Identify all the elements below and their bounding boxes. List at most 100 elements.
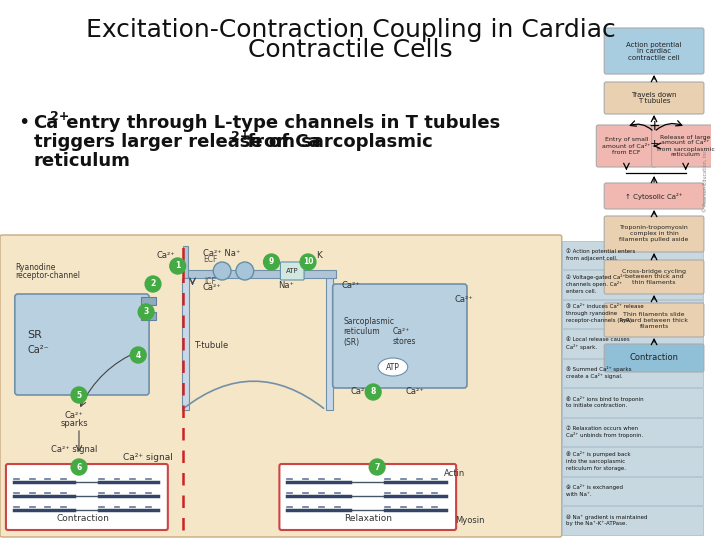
Text: 6: 6 — [76, 462, 81, 471]
Text: Ca: Ca — [34, 114, 59, 132]
Text: Ca²⁺ unbinds from troponin.: Ca²⁺ unbinds from troponin. — [566, 432, 643, 438]
Text: ② Voltage-gated Ca²⁺: ② Voltage-gated Ca²⁺ — [566, 274, 625, 280]
Text: ⑨ Ca²⁺ is exchanged: ⑨ Ca²⁺ is exchanged — [566, 484, 623, 490]
FancyBboxPatch shape — [0, 235, 562, 537]
FancyBboxPatch shape — [562, 417, 703, 446]
Text: Ca²⁺ signal: Ca²⁺ signal — [123, 453, 173, 462]
Text: through ryanodine: through ryanodine — [566, 311, 617, 316]
Text: Ca²⁺: Ca²⁺ — [405, 388, 424, 396]
Text: between thick and: between thick and — [625, 274, 683, 280]
Text: from ECF: from ECF — [612, 150, 641, 154]
Text: SR: SR — [27, 330, 42, 340]
Text: Ca²⁺: Ca²⁺ — [351, 388, 370, 396]
Text: Thin filaments slide: Thin filaments slide — [624, 312, 685, 316]
Text: T tubules: T tubules — [638, 98, 670, 104]
Bar — [188, 270, 336, 278]
Text: in cardiac: in cardiac — [637, 48, 671, 54]
Ellipse shape — [378, 358, 408, 376]
Text: Ca²⁺: Ca²⁺ — [341, 280, 360, 289]
Text: 7: 7 — [374, 462, 380, 471]
FancyBboxPatch shape — [604, 28, 704, 74]
Text: 4: 4 — [135, 350, 141, 360]
Text: from adjacent cell.: from adjacent cell. — [566, 256, 617, 261]
FancyBboxPatch shape — [15, 294, 149, 395]
Text: ICF: ICF — [204, 278, 216, 287]
Text: filaments pulled aside: filaments pulled aside — [619, 238, 689, 242]
Circle shape — [145, 276, 161, 292]
Text: ECF: ECF — [203, 255, 217, 265]
Text: sparks: sparks — [60, 420, 88, 429]
Text: Contraction: Contraction — [56, 514, 109, 523]
Circle shape — [264, 254, 279, 270]
Circle shape — [71, 459, 87, 475]
Text: entry through L-type channels in T tubules: entry through L-type channels in T tubul… — [60, 114, 500, 132]
Bar — [181, 278, 189, 410]
Text: 2+: 2+ — [231, 130, 251, 143]
Text: Contractile Cells: Contractile Cells — [248, 38, 453, 62]
Text: 5: 5 — [76, 390, 81, 400]
Text: •: • — [18, 113, 29, 132]
Text: Travels down: Travels down — [631, 92, 677, 98]
Text: 2+: 2+ — [50, 111, 70, 124]
FancyBboxPatch shape — [562, 506, 703, 535]
Circle shape — [236, 262, 253, 280]
Text: with Na⁺.: with Na⁺. — [566, 492, 591, 497]
Text: enters cell.: enters cell. — [566, 289, 596, 294]
FancyBboxPatch shape — [596, 125, 657, 167]
FancyBboxPatch shape — [562, 447, 703, 476]
Text: ATP: ATP — [286, 268, 299, 274]
Text: Excitation-Contraction Coupling in Cardiac: Excitation-Contraction Coupling in Cardi… — [86, 18, 616, 42]
Text: thin filaments: thin filaments — [632, 280, 676, 286]
FancyBboxPatch shape — [333, 284, 467, 388]
Text: to initiate contraction.: to initiate contraction. — [566, 403, 627, 408]
Text: (SR): (SR) — [343, 338, 360, 347]
Text: create a Ca²⁺ signal.: create a Ca²⁺ signal. — [566, 373, 622, 379]
Text: into the sarcoplasmic: into the sarcoplasmic — [566, 459, 625, 464]
Text: inward between thick: inward between thick — [620, 318, 688, 322]
Text: 10: 10 — [303, 258, 313, 267]
Text: 9: 9 — [269, 258, 274, 267]
Text: 3: 3 — [143, 307, 149, 316]
FancyBboxPatch shape — [279, 464, 456, 530]
FancyBboxPatch shape — [652, 125, 720, 167]
Text: Actin: Actin — [444, 469, 466, 478]
Text: +: + — [649, 139, 659, 149]
FancyBboxPatch shape — [604, 303, 704, 337]
FancyBboxPatch shape — [604, 183, 704, 209]
FancyBboxPatch shape — [562, 476, 703, 505]
Text: Ca²⁺ Na⁺: Ca²⁺ Na⁺ — [204, 249, 240, 259]
Circle shape — [369, 459, 385, 475]
Bar — [325, 278, 333, 410]
FancyBboxPatch shape — [562, 300, 703, 328]
Text: ③ Ca²⁺ induces Ca²⁺ release: ③ Ca²⁺ induces Ca²⁺ release — [566, 304, 644, 309]
Text: from sarcoplasmic: from sarcoplasmic — [241, 133, 433, 151]
Text: Na⁺: Na⁺ — [279, 280, 294, 289]
Text: reticulum for storage.: reticulum for storage. — [566, 465, 626, 471]
Text: complex in thin: complex in thin — [630, 232, 678, 237]
Text: Relaxation: Relaxation — [344, 514, 392, 523]
FancyBboxPatch shape — [604, 216, 704, 252]
Text: ⑦ Relaxation occurs when: ⑦ Relaxation occurs when — [566, 426, 638, 431]
Text: Ca²⁺: Ca²⁺ — [65, 410, 84, 420]
FancyArrowPatch shape — [184, 381, 323, 408]
Text: ⑥ Ca²⁺ ions bind to troponin: ⑥ Ca²⁺ ions bind to troponin — [566, 396, 644, 402]
Text: reticulum: reticulum — [34, 152, 130, 170]
FancyBboxPatch shape — [604, 260, 704, 294]
Text: ATP: ATP — [386, 362, 400, 372]
Text: by the Na⁺-K⁺-ATPase.: by the Na⁺-K⁺-ATPase. — [566, 521, 627, 526]
Text: Cross-bridge cycling: Cross-bridge cycling — [622, 268, 686, 273]
FancyBboxPatch shape — [604, 344, 704, 372]
Text: Release of large: Release of large — [660, 134, 711, 139]
Text: amount of Ca²⁺: amount of Ca²⁺ — [662, 140, 710, 145]
FancyBboxPatch shape — [562, 359, 703, 387]
Text: Ca²⁻: Ca²⁻ — [27, 345, 50, 355]
Text: receptor-channel: receptor-channel — [15, 272, 80, 280]
Text: Ca²⁺: Ca²⁺ — [202, 284, 221, 293]
Text: Sarcoplasmic: Sarcoplasmic — [343, 318, 395, 327]
Text: +: + — [648, 119, 660, 133]
Text: Ca²⁺ spark.: Ca²⁺ spark. — [566, 344, 597, 350]
FancyBboxPatch shape — [562, 270, 703, 299]
FancyBboxPatch shape — [562, 329, 703, 357]
Text: filaments: filaments — [639, 323, 669, 328]
Text: ↑ Cytosolic Ca²⁺: ↑ Cytosolic Ca²⁺ — [625, 192, 683, 199]
